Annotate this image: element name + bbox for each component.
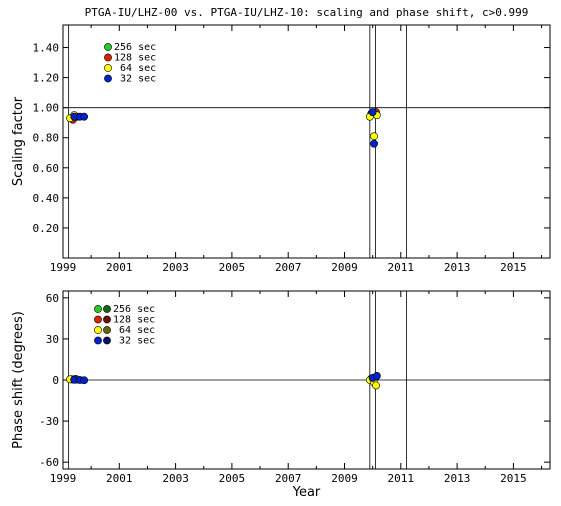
legend-label: 256 sec (114, 42, 156, 53)
chart-panel-2: 1999 2001 2003 2005 2007 2009 2011 2013 2015 -60 -… (11, 290, 551, 500)
legend-marker (104, 53, 112, 62)
y-tick-label: 0.60 (33, 162, 60, 175)
x-tick-label: 1999 (50, 472, 77, 485)
x-tick-label: 2009 (331, 261, 358, 274)
legend-marker (94, 315, 102, 324)
y-tick-label: 0.20 (33, 222, 60, 235)
legend-marker (104, 74, 112, 83)
legend-marker (104, 64, 112, 72)
data-point (370, 139, 378, 148)
legend-label: 32 sec (113, 336, 155, 347)
x-tick-label: 2003 (162, 472, 189, 485)
chart-title: PTGA-IU/LHZ-00 vs. PTGA-IU/LHZ-10: scali… (85, 6, 529, 19)
data-point (372, 381, 380, 390)
x-tick-label: 2009 (331, 472, 358, 485)
x-axis-label: Year (292, 485, 321, 500)
legend-marker (103, 305, 111, 313)
y-tick-label: -60 (39, 456, 59, 469)
x-tick-label: 2015 (500, 472, 527, 485)
plot-frame (62, 24, 551, 259)
data-point (370, 132, 378, 141)
y-tick-label: 1.00 (33, 102, 60, 115)
x-tick-label: 2003 (162, 261, 189, 274)
x-tick-label: 2005 (219, 472, 246, 485)
legend-label: 256 sec (113, 304, 155, 315)
y-tick-label: 30 (46, 333, 59, 346)
y-tick-label: 60 (46, 292, 59, 305)
legend-label: 64 sec (114, 63, 156, 74)
y-tick-label: 0.40 (33, 192, 60, 205)
legend-marker (94, 326, 102, 334)
y-tick-label: 1.20 (33, 72, 60, 85)
legend-label: 64 sec (113, 325, 155, 336)
legend-label: 128 sec (114, 53, 156, 64)
x-tick-label: 2013 (444, 261, 471, 274)
data-point (368, 108, 377, 117)
y-tick-label: 1.40 (33, 42, 60, 55)
x-tick-label: 2007 (275, 261, 302, 274)
data-point (80, 112, 89, 121)
x-tick-label: 2001 (106, 472, 133, 485)
legend-label: 32 sec (114, 74, 156, 85)
legend-marker (103, 315, 111, 324)
data-point (80, 376, 89, 385)
x-tick-label: 2007 (275, 472, 302, 485)
x-tick-label: 1999 (50, 261, 77, 274)
x-tick-label: 2015 (500, 261, 527, 274)
y-tick-label: -30 (39, 415, 59, 428)
x-tick-label: 2013 (444, 472, 471, 485)
x-tick-label: 2011 (388, 472, 415, 485)
y-axis-label: Scaling factor (11, 96, 26, 186)
x-tick-label: 2005 (219, 261, 246, 274)
legend-marker (103, 336, 111, 345)
y-axis-label: Phase shift (degrees) (11, 311, 26, 449)
legend-label: 128 sec (113, 315, 155, 326)
x-tick-label: 2001 (106, 261, 133, 274)
legend-marker (94, 305, 102, 313)
y-tick-label: 0 (52, 374, 59, 387)
chart-panel-1: PTGA-IU/LHZ-00 vs. PTGA-IU/LHZ-10: scali… (11, 6, 551, 274)
legend-marker (103, 326, 111, 334)
legend-marker (104, 43, 112, 51)
legend-marker (94, 336, 102, 345)
x-tick-label: 2011 (388, 261, 415, 274)
data-point (372, 371, 381, 380)
y-tick-label: 0.80 (33, 132, 60, 145)
